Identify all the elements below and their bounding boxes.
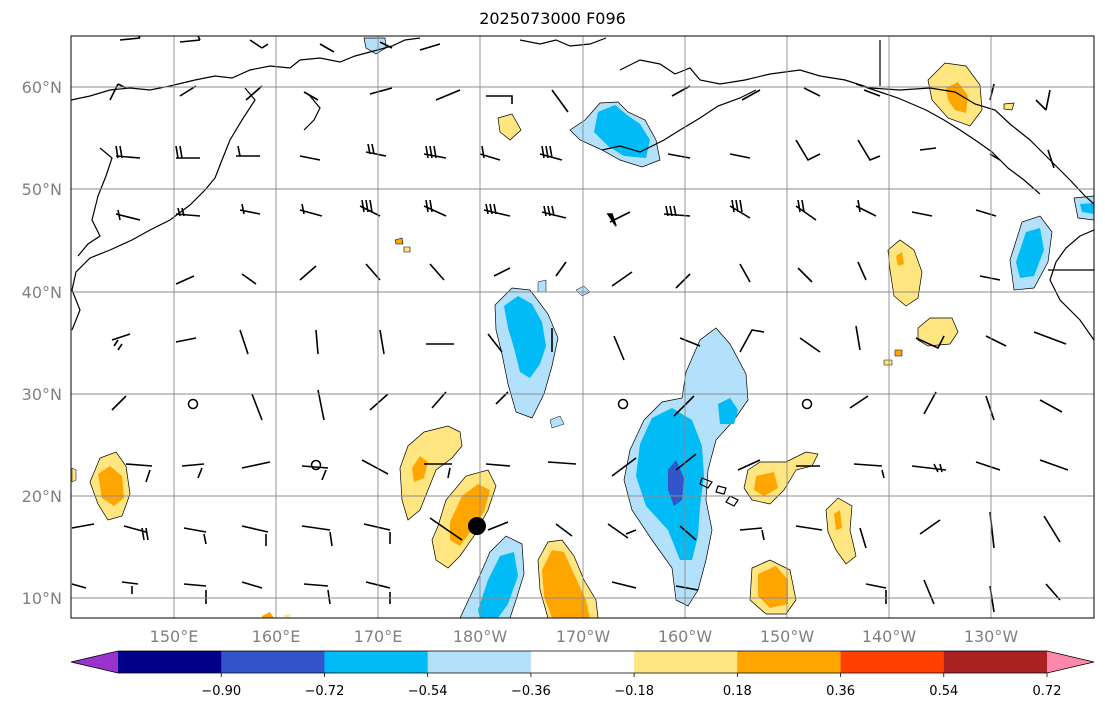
colorbar-tick-label: −0.90	[201, 684, 241, 699]
orange-anomaly	[542, 550, 590, 618]
storm-center-marker	[468, 517, 486, 536]
colorbar-segment	[634, 651, 738, 673]
colorbar-segment	[530, 651, 635, 673]
yellow-anomaly	[825, 497, 857, 565]
blue-anomaly	[549, 415, 565, 429]
colorbar-tick-label: 0.36	[826, 684, 855, 699]
yellow-anomaly	[71, 467, 77, 483]
colorbar-tick-label: −0.18	[614, 684, 654, 699]
colorbar-segment	[221, 651, 325, 673]
blue-anomaly-core	[478, 552, 518, 618]
blue-anomaly-strong	[668, 460, 684, 506]
colorbar-segment	[427, 651, 532, 673]
lon-label-160e: 160°E	[252, 627, 301, 646]
latitude-labels: 10°N 20°N 30°N 40°N 50°N 60°N	[22, 78, 62, 608]
lat-label-30n: 30°N	[22, 385, 62, 404]
lat-label-40n: 40°N	[22, 283, 62, 302]
longitude-labels: 150°E 160°E 170°E 180°W 170°W 160°W 150°…	[150, 627, 1019, 646]
lon-label-130w: 130°W	[964, 627, 1019, 646]
colorbar-segment	[737, 651, 842, 673]
yellow-anomaly	[497, 113, 522, 141]
yellow-anomaly	[894, 349, 903, 357]
lat-label-60n: 60°N	[22, 78, 62, 97]
blue-anomaly-core	[1080, 203, 1094, 214]
yellow-anomaly	[262, 612, 274, 618]
colorbar-tick-label: −0.72	[305, 684, 345, 699]
colorbar: −0.90 −0.72 −0.54 −0.36 −0.18 0.18 0.36 0.54 0.7…	[70, 650, 1095, 699]
lon-label-150e: 150°E	[150, 627, 199, 646]
colorbar-extend-low	[71, 651, 118, 673]
yellow-anomaly	[394, 237, 404, 245]
colorbar-tick-label: −0.36	[511, 684, 551, 699]
yellow-anomaly	[1003, 102, 1015, 111]
yellow-anomaly	[917, 317, 959, 347]
map-title: 2025073000 F096	[479, 9, 626, 28]
plot-frame	[70, 35, 1095, 619]
blue-anomaly-core	[594, 105, 650, 158]
colorbar-tick-label: 0.72	[1033, 684, 1062, 699]
orange-anomaly	[896, 252, 904, 266]
blue-anomaly-core	[504, 296, 546, 378]
orange-anomaly	[758, 566, 788, 608]
yellow-anomaly	[883, 359, 893, 366]
lon-label-150w: 150°W	[760, 627, 815, 646]
lat-label-50n: 50°N	[22, 180, 62, 199]
lon-label-180w: 180°W	[453, 627, 508, 646]
lon-label-140w: 140°W	[862, 627, 917, 646]
colorbar-segment	[118, 651, 222, 673]
colorbar-segment	[840, 651, 945, 673]
blue-anomaly-core	[718, 398, 738, 424]
orange-anomaly	[946, 82, 968, 113]
lat-label-10n: 10°N	[22, 589, 62, 608]
colorbar-outline	[70, 650, 1095, 674]
colorbar-tick-label: −0.54	[408, 684, 448, 699]
orange-anomaly	[754, 472, 778, 496]
wind-barbs	[71, 36, 1069, 613]
blue-anomaly-core	[1016, 228, 1044, 278]
lon-label-170w: 170°W	[556, 627, 611, 646]
yellow-anomaly	[282, 614, 290, 618]
colorbar-segment	[324, 651, 429, 673]
orange-anomaly	[412, 456, 428, 482]
yellow-anomaly	[403, 246, 411, 253]
colorbar-tick-label: 0.54	[929, 684, 958, 699]
lat-label-20n: 20°N	[22, 487, 62, 506]
colorbar-segment	[943, 651, 1048, 673]
coastlines	[71, 37, 1094, 507]
lon-label-170e: 170°E	[354, 627, 403, 646]
orange-anomaly	[834, 510, 842, 530]
blue-anomaly	[537, 279, 547, 293]
colorbar-extend-high	[1047, 651, 1094, 673]
colorbar-tick-label: 0.18	[723, 684, 752, 699]
gridlines	[71, 36, 1094, 618]
yellow-anomaly	[399, 425, 463, 521]
lon-label-160w: 160°W	[658, 627, 713, 646]
